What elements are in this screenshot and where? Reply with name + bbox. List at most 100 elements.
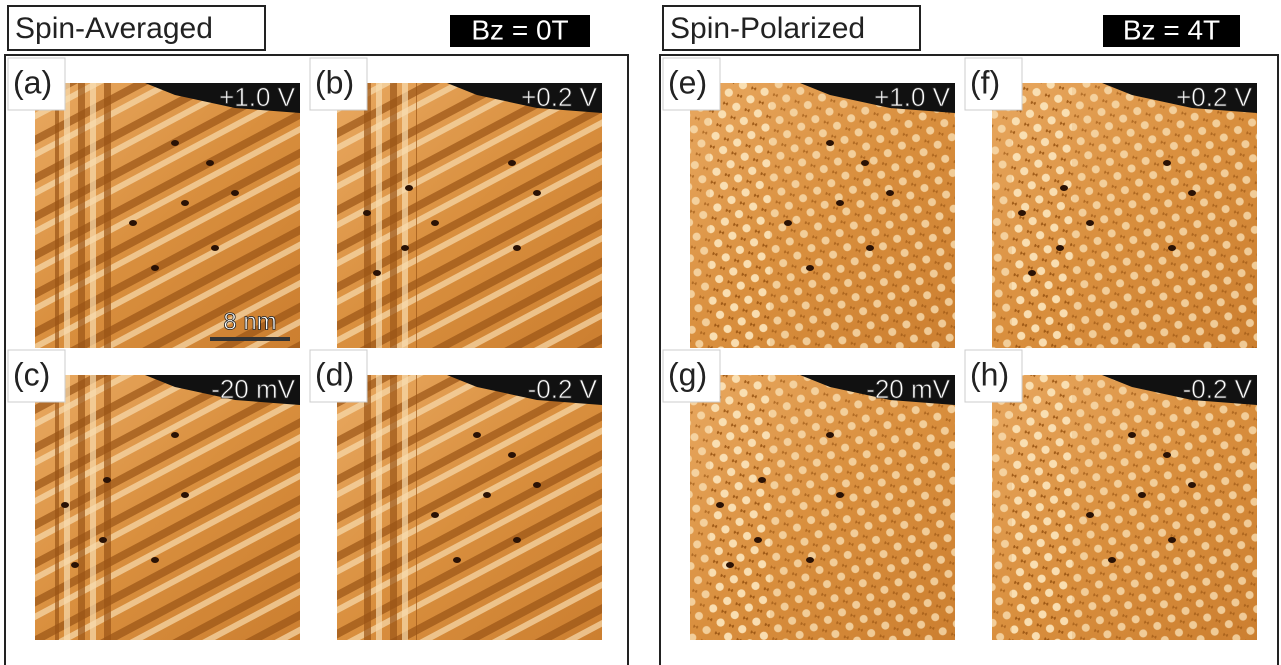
figure: Spin-Averaged Bz = 0T (a) +1.0 V 8 nm (b) +0.2… xyxy=(0,0,1281,665)
field-label: Bz = 4T xyxy=(1123,14,1220,45)
stm-panel xyxy=(35,375,300,640)
stm-panel xyxy=(337,375,602,640)
texture-edge xyxy=(710,83,770,348)
bias-label: -20 mV xyxy=(211,374,295,404)
texture xyxy=(337,375,602,640)
page: Spin-Averaged Bz = 0T (a) +1.0 V 8 nm (b) +0.2… xyxy=(0,0,1281,665)
defect xyxy=(1168,537,1176,543)
bias-label: +0.2 V xyxy=(521,82,598,112)
panel-label: (d) xyxy=(315,356,354,392)
defect xyxy=(99,537,107,543)
panel-label: (e) xyxy=(668,64,707,100)
stm-panel xyxy=(337,83,602,348)
defect xyxy=(533,482,541,488)
texture-edge xyxy=(357,375,417,640)
defect xyxy=(1056,245,1064,251)
defect xyxy=(181,200,189,206)
defect xyxy=(508,452,516,458)
texture xyxy=(690,375,955,640)
bias-label: -0.2 V xyxy=(1183,374,1253,404)
defect xyxy=(1188,190,1196,196)
defect xyxy=(508,160,516,166)
texture-edge xyxy=(55,83,115,348)
texture xyxy=(690,83,955,348)
defect xyxy=(1163,160,1171,166)
defect xyxy=(826,432,834,438)
defect xyxy=(171,140,179,146)
defect xyxy=(401,245,409,251)
field-label: Bz = 0T xyxy=(471,14,568,45)
defect xyxy=(129,220,137,226)
stm-panel xyxy=(690,83,955,348)
defect xyxy=(861,160,869,166)
defect xyxy=(806,265,814,271)
defect xyxy=(405,185,413,191)
defect xyxy=(171,432,179,438)
defect xyxy=(181,492,189,498)
defect xyxy=(1168,245,1176,251)
defect xyxy=(71,562,79,568)
group-title: Spin-Polarized xyxy=(670,12,865,45)
defect xyxy=(373,270,381,276)
texture xyxy=(992,83,1257,348)
defect xyxy=(806,557,814,563)
defect xyxy=(758,477,766,483)
defect xyxy=(754,537,762,543)
stm-panel xyxy=(992,83,1257,348)
defect xyxy=(533,190,541,196)
defect xyxy=(886,190,894,196)
panel-label: (g) xyxy=(668,356,707,392)
defect xyxy=(836,200,844,206)
bias-label: +0.2 V xyxy=(1176,82,1253,112)
defect xyxy=(1108,557,1116,563)
defect xyxy=(726,562,734,568)
defect xyxy=(103,477,111,483)
panel-label: (h) xyxy=(970,356,1009,392)
defect xyxy=(826,140,834,146)
panel-label: (f) xyxy=(970,64,1000,100)
defect xyxy=(1188,482,1196,488)
panel-label: (b) xyxy=(315,64,354,100)
defect xyxy=(1086,220,1094,226)
defect xyxy=(61,502,69,508)
texture xyxy=(337,83,602,348)
defect xyxy=(431,220,439,226)
defect xyxy=(151,557,159,563)
defect xyxy=(784,220,792,226)
panel-label: (a) xyxy=(13,64,52,100)
defect xyxy=(1060,185,1068,191)
defect xyxy=(151,265,159,271)
defect xyxy=(836,492,844,498)
defect xyxy=(211,245,219,251)
bias-label: +1.0 V xyxy=(219,82,296,112)
defect xyxy=(716,502,724,508)
group-title: Spin-Averaged xyxy=(15,12,213,45)
defect xyxy=(866,245,874,251)
scale-bar xyxy=(210,337,290,341)
defect xyxy=(513,245,521,251)
texture xyxy=(35,375,300,640)
defect xyxy=(1163,452,1171,458)
defect xyxy=(483,492,491,498)
defect xyxy=(1018,210,1026,216)
defect xyxy=(363,210,371,216)
bias-label: -20 mV xyxy=(866,374,950,404)
bias-label: -0.2 V xyxy=(528,374,598,404)
defect xyxy=(513,537,521,543)
texture-edge xyxy=(1012,375,1072,640)
scale-bar-label: 8 nm xyxy=(223,308,276,335)
defect xyxy=(431,512,439,518)
defect xyxy=(1028,270,1036,276)
stm-panel xyxy=(690,375,955,640)
panel-label: (c) xyxy=(13,356,50,392)
defect xyxy=(473,432,481,438)
defect xyxy=(231,190,239,196)
defect xyxy=(206,160,214,166)
defect xyxy=(1128,432,1136,438)
defect xyxy=(1138,492,1146,498)
defect xyxy=(453,557,461,563)
bias-label: +1.0 V xyxy=(874,82,951,112)
texture xyxy=(992,375,1257,640)
stm-panel xyxy=(992,375,1257,640)
defect xyxy=(1086,512,1094,518)
